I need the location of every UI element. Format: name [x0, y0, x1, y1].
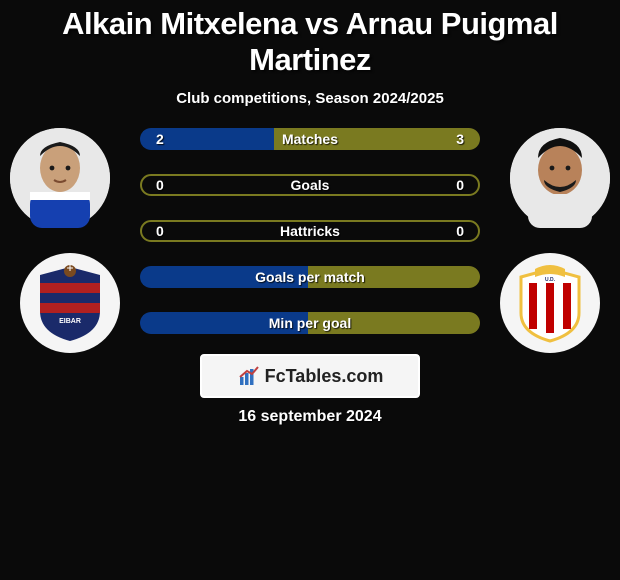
stat-row: Matches2 3	[140, 128, 480, 150]
watermark-text: FcTables.com	[265, 366, 384, 387]
stat-row: Hattricks0 0	[140, 220, 480, 242]
stat-value-left: 0	[156, 176, 164, 194]
comparison-card: Alkain Mitxelena vs Arnau Puigmal Martin…	[0, 0, 620, 580]
stat-row: Goals0 0	[140, 174, 480, 196]
stat-row: Goals per match	[140, 266, 480, 288]
stat-value-left: 2	[156, 130, 164, 148]
club-left-badge: EIBAR	[20, 253, 120, 353]
stat-label: Goals	[142, 176, 478, 194]
stat-label: Min per goal	[142, 314, 478, 332]
svg-text:U.D.: U.D.	[545, 277, 556, 283]
club-right-badge: U.D.	[500, 253, 600, 353]
watermark: FcTables.com	[200, 354, 420, 398]
stat-label: Goals per match	[142, 268, 478, 286]
player-right-avatar	[510, 128, 610, 228]
subtitle: Club competitions, Season 2024/2025	[0, 90, 620, 107]
stat-value-right: 0	[456, 176, 464, 194]
page-title: Alkain Mitxelena vs Arnau Puigmal Martin…	[0, 0, 620, 78]
stat-value-left: 0	[156, 222, 164, 240]
date-label: 16 september 2024	[0, 408, 620, 426]
svg-text:EIBAR: EIBAR	[59, 318, 81, 325]
stat-bars: Matches23Goals00Hattricks00Goals per mat…	[140, 128, 480, 358]
stat-label: Hattricks	[142, 222, 478, 240]
stat-value-right: 3	[456, 130, 464, 148]
player-left-avatar	[10, 128, 110, 228]
stat-row: Min per goal	[140, 312, 480, 334]
stat-label: Matches	[142, 130, 478, 148]
stat-value-right: 0	[456, 222, 464, 240]
